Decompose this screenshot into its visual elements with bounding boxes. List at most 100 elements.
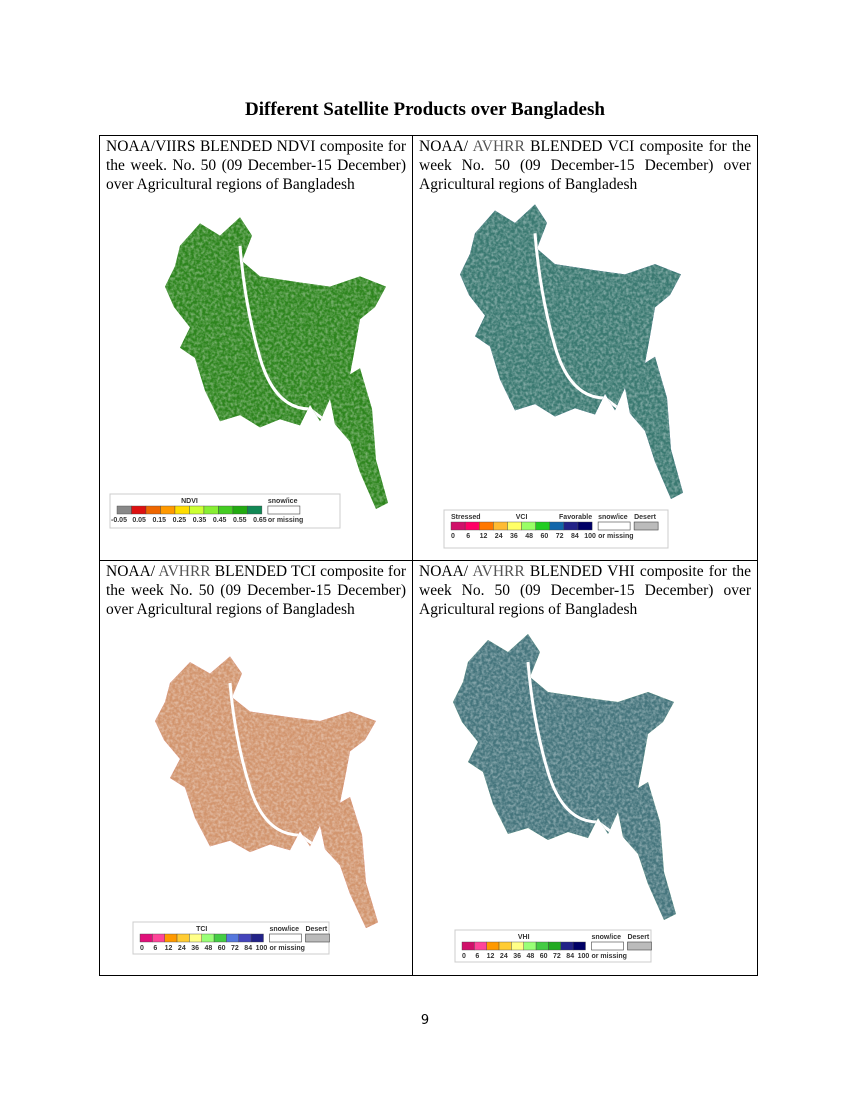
legend-scale-label: 6 <box>153 945 157 952</box>
legend-scale-label: 100 <box>256 945 268 952</box>
caption-text: NOAA/ <box>419 563 473 580</box>
legend-scale-label: 0 <box>451 533 455 540</box>
legend-scale-label: 72 <box>556 533 564 540</box>
page-number: 9 <box>420 1013 430 1028</box>
legend-swatch <box>563 521 579 531</box>
legend-scale-label: 0 <box>140 945 144 952</box>
legend-scale-label: 60 <box>541 533 549 540</box>
legend-desert-box <box>633 521 659 531</box>
legend-scale-label: 48 <box>526 953 534 960</box>
caption-text: AVHRR <box>472 138 525 155</box>
legend-title: NDVI <box>181 498 198 505</box>
legend-swatch <box>218 505 234 515</box>
legend-scale-label: 24 <box>500 953 508 960</box>
legend-desert: Desert <box>634 514 656 521</box>
legend-swatch <box>474 941 487 951</box>
legend-swatch <box>247 505 263 515</box>
legend-scale-label: 0.25 <box>173 517 187 524</box>
legend-scale-label: 0 <box>462 953 466 960</box>
legend-desert-box <box>305 933 330 943</box>
map-noise <box>460 204 683 499</box>
legend-title: VCI <box>516 514 528 521</box>
legend-scale-label: 0.55 <box>233 517 247 524</box>
legend-swatch <box>548 941 561 951</box>
caption: NOAA/ AVHRR BLENDED VHI composite for th… <box>419 562 751 619</box>
legend-scale-label: 6 <box>466 533 470 540</box>
legend-swatch <box>535 521 550 531</box>
legend-missing: or missing <box>269 945 304 952</box>
legend-scale-label: 6 <box>475 953 479 960</box>
caption-text: BLENDED TCI composite for the week No. 5… <box>106 563 406 618</box>
river <box>526 661 619 839</box>
legend-title: VHI <box>518 934 530 941</box>
legend-scale-label: 100 <box>584 533 596 540</box>
legend-scale-label: 12 <box>487 953 495 960</box>
legend-high: Favorable <box>559 514 592 521</box>
legend-missing: snow/ice <box>598 514 628 521</box>
legend-missing-box <box>269 933 302 943</box>
legend-desert-box <box>627 941 652 951</box>
legend-scale-label: 12 <box>165 945 173 952</box>
caption-text: BLENDED VHI composite for the week No. 5… <box>419 563 752 618</box>
legend-scale-label: 84 <box>566 953 574 960</box>
legend-missing: or missing <box>598 533 633 540</box>
caption: NOAA/ AVHRR BLENDED VCI composite for th… <box>419 137 751 194</box>
legend-swatch <box>479 521 494 531</box>
legend-missing: snow/ice <box>591 934 621 941</box>
caption: NOAA/VIIRS BLENDED NDVI composite for th… <box>106 137 406 194</box>
legend-swatch <box>238 933 252 943</box>
legend-swatch <box>464 521 480 531</box>
legend-swatch <box>189 505 205 515</box>
legend-scale-label: -0.05 <box>111 517 127 524</box>
legend-scale-label: 0.15 <box>152 517 166 524</box>
caption: NOAA/ AVHRR BLENDED TCI composite for th… <box>106 562 406 619</box>
map <box>155 656 378 929</box>
cell: NOAA/ AVHRR BLENDED VHI composite for th… <box>412 560 758 976</box>
legend: VCI Stressed Favorable 0 6 12 24 36 48 60 72 84 100 s… <box>443 509 669 549</box>
legend-scale-label: 36 <box>513 953 521 960</box>
legend-swatch <box>549 521 565 531</box>
legend-swatch <box>174 505 190 515</box>
legend: TCI 0 6 12 24 36 48 60 72 84 100 snow/ice or missing… <box>132 921 330 955</box>
legend-scale-label: 0.65 <box>253 517 267 524</box>
legend-swatch <box>523 941 537 951</box>
legend-swatch <box>577 521 593 531</box>
legend-missing: snow/ice <box>268 498 298 505</box>
legend-scale-label: 48 <box>525 533 533 540</box>
legend-swatch <box>203 505 219 515</box>
legend-desert: Desert <box>305 926 327 933</box>
legend-scale-label: 24 <box>178 945 186 952</box>
legend-swatch <box>189 933 202 943</box>
legend-missing: or missing <box>268 517 303 524</box>
river <box>238 245 331 426</box>
legend-swatch <box>493 521 508 531</box>
legend-swatch <box>507 521 522 531</box>
legend-scale-label: 12 <box>480 533 488 540</box>
legend-scale-label: 84 <box>244 945 252 952</box>
legend-scale-label: 0.05 <box>132 517 146 524</box>
legend-title: TCI <box>196 926 207 933</box>
legend: NDVI -0.05 0.05 0.15 0.25 0.35 0.45 0.55 0.65 sno… <box>109 493 341 529</box>
legend-swatch <box>521 521 536 531</box>
legend-low: Stressed <box>451 514 481 521</box>
legend-swatch <box>176 933 190 943</box>
legend-scale-label: 72 <box>553 953 561 960</box>
legend-swatch <box>511 941 524 951</box>
caption-text: NOAA/VIIRS BLENDED NDVI composite for th… <box>106 138 406 193</box>
legend: VHI 0 6 12 24 36 48 60 72 84 100 snow/ice or missing… <box>454 929 652 963</box>
legend-scale-label: 100 <box>578 953 590 960</box>
map <box>453 634 676 920</box>
legend-swatch <box>164 933 178 943</box>
legend-swatch <box>131 505 147 515</box>
legend-missing-box <box>597 521 631 531</box>
legend-swatch <box>160 505 176 515</box>
legend-swatch <box>152 933 165 943</box>
page-title: Different Satellite Products over Bangla… <box>245 99 605 120</box>
legend-missing: or missing <box>591 953 626 960</box>
map-noise <box>453 634 676 920</box>
legend-scale-label: 36 <box>510 533 518 540</box>
legend-swatch <box>226 933 239 943</box>
legend-scale-label: 60 <box>218 945 226 952</box>
